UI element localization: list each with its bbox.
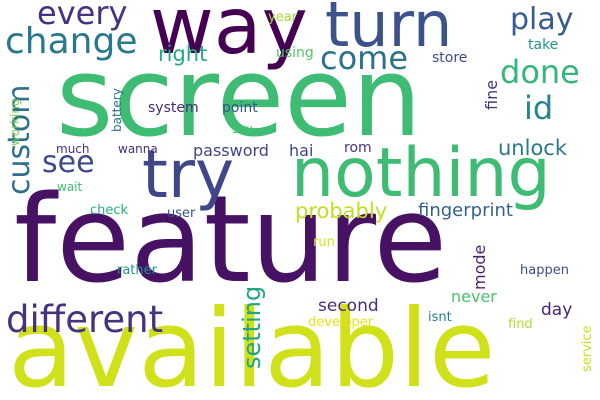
word-right: right <box>158 42 208 66</box>
word-id: id <box>524 89 554 127</box>
word-feature: feature <box>14 171 448 310</box>
word-different: different <box>6 298 164 341</box>
word-screen: screen <box>56 33 422 161</box>
word-wanna: wanna <box>118 142 158 156</box>
word-store: store <box>432 50 468 66</box>
word-year: year <box>268 10 298 25</box>
word-come: come <box>320 39 409 77</box>
word-change: change <box>5 21 138 62</box>
word-system: system <box>148 100 199 116</box>
word-setting: setting <box>238 285 266 369</box>
word-wait: wait <box>57 180 83 194</box>
word-point: point <box>222 100 258 116</box>
word-second: second <box>318 296 379 316</box>
word-using: using <box>276 45 314 61</box>
word-nothing: nothing <box>291 134 551 213</box>
word-available: available <box>8 287 496 400</box>
word-turn: turn <box>325 0 453 61</box>
word-run: run <box>313 235 335 250</box>
word-happen: happen <box>520 263 569 278</box>
word-hai: hai <box>289 141 314 160</box>
word-done: done <box>500 53 580 91</box>
word-mode: mode <box>470 244 489 290</box>
word-probably: probably <box>295 199 388 223</box>
word-developer: developer <box>308 315 374 330</box>
word-say: say <box>232 122 253 136</box>
word-take: take <box>528 37 559 53</box>
word-try: try <box>142 136 235 213</box>
word-see: see <box>42 145 95 180</box>
word-much: much <box>56 142 90 156</box>
word-service: service <box>580 325 595 372</box>
word-every: every <box>37 0 128 32</box>
word-way: way <box>150 0 308 72</box>
word-unlock: unlock <box>498 136 568 160</box>
word-user: user <box>167 206 196 221</box>
word-working: working <box>8 98 22 146</box>
word-check: check <box>90 203 129 218</box>
word-find: find <box>508 317 533 332</box>
word-day: day <box>541 300 573 320</box>
word-fingerprint: fingerprint <box>418 200 513 221</box>
word-never: never <box>451 287 497 306</box>
word-rather: rather <box>117 263 157 278</box>
word-isnt: isnt <box>428 310 452 325</box>
word-play: play <box>510 2 574 37</box>
word-battery: battery <box>110 88 124 132</box>
word-password: password <box>193 141 269 160</box>
word-fine: fine <box>482 79 501 110</box>
word-rom: rom <box>344 140 372 156</box>
